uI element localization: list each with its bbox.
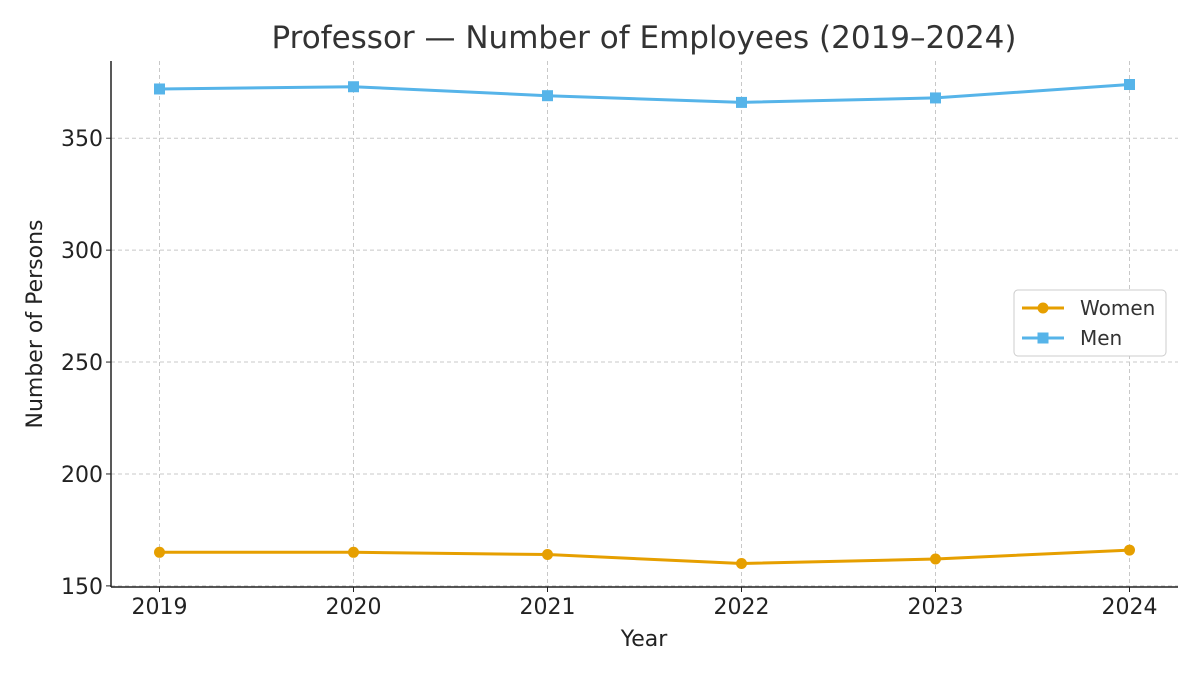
- y-tick-label: 150: [61, 575, 103, 600]
- y-tick-label: 300: [61, 239, 103, 264]
- y-axis-label: Number of Persons: [23, 220, 48, 429]
- data-point: [154, 546, 165, 558]
- data-point: [154, 83, 165, 95]
- data-point: [542, 549, 553, 561]
- data-point: [930, 92, 941, 104]
- x-axis-label: Year: [620, 627, 669, 652]
- legend-label: Men: [1080, 326, 1122, 350]
- data-point: [348, 81, 359, 93]
- series-line: [159, 83, 1130, 104]
- data-point: [736, 557, 747, 569]
- legend: Women Men: [1013, 289, 1167, 357]
- data-point: [1124, 544, 1135, 556]
- series-line: [159, 548, 1130, 565]
- legend-marker: [1037, 332, 1049, 344]
- x-tick-label: 2019: [132, 595, 188, 620]
- data-point: [736, 96, 747, 108]
- x-tick-label: 2024: [1102, 595, 1158, 620]
- data-point: [348, 546, 359, 558]
- x-tick-label: 2022: [714, 595, 770, 620]
- series-men: [154, 79, 1135, 108]
- x-tick-label: 2021: [520, 595, 576, 620]
- data-point: [1124, 79, 1135, 91]
- x-tick-label: 2020: [326, 595, 382, 620]
- series-women: [154, 544, 1135, 569]
- chart-title: Professor — Number of Employees (2019–20…: [271, 20, 1016, 56]
- y-tick-label: 350: [61, 127, 103, 152]
- x-tick-label: 2023: [908, 595, 964, 620]
- y-tick-label: 200: [61, 463, 103, 488]
- y-tick-label: 250: [61, 351, 103, 376]
- data-point: [930, 553, 941, 565]
- data-point: [542, 90, 553, 102]
- legend-label: Women: [1080, 296, 1155, 320]
- legend-marker: [1037, 302, 1049, 314]
